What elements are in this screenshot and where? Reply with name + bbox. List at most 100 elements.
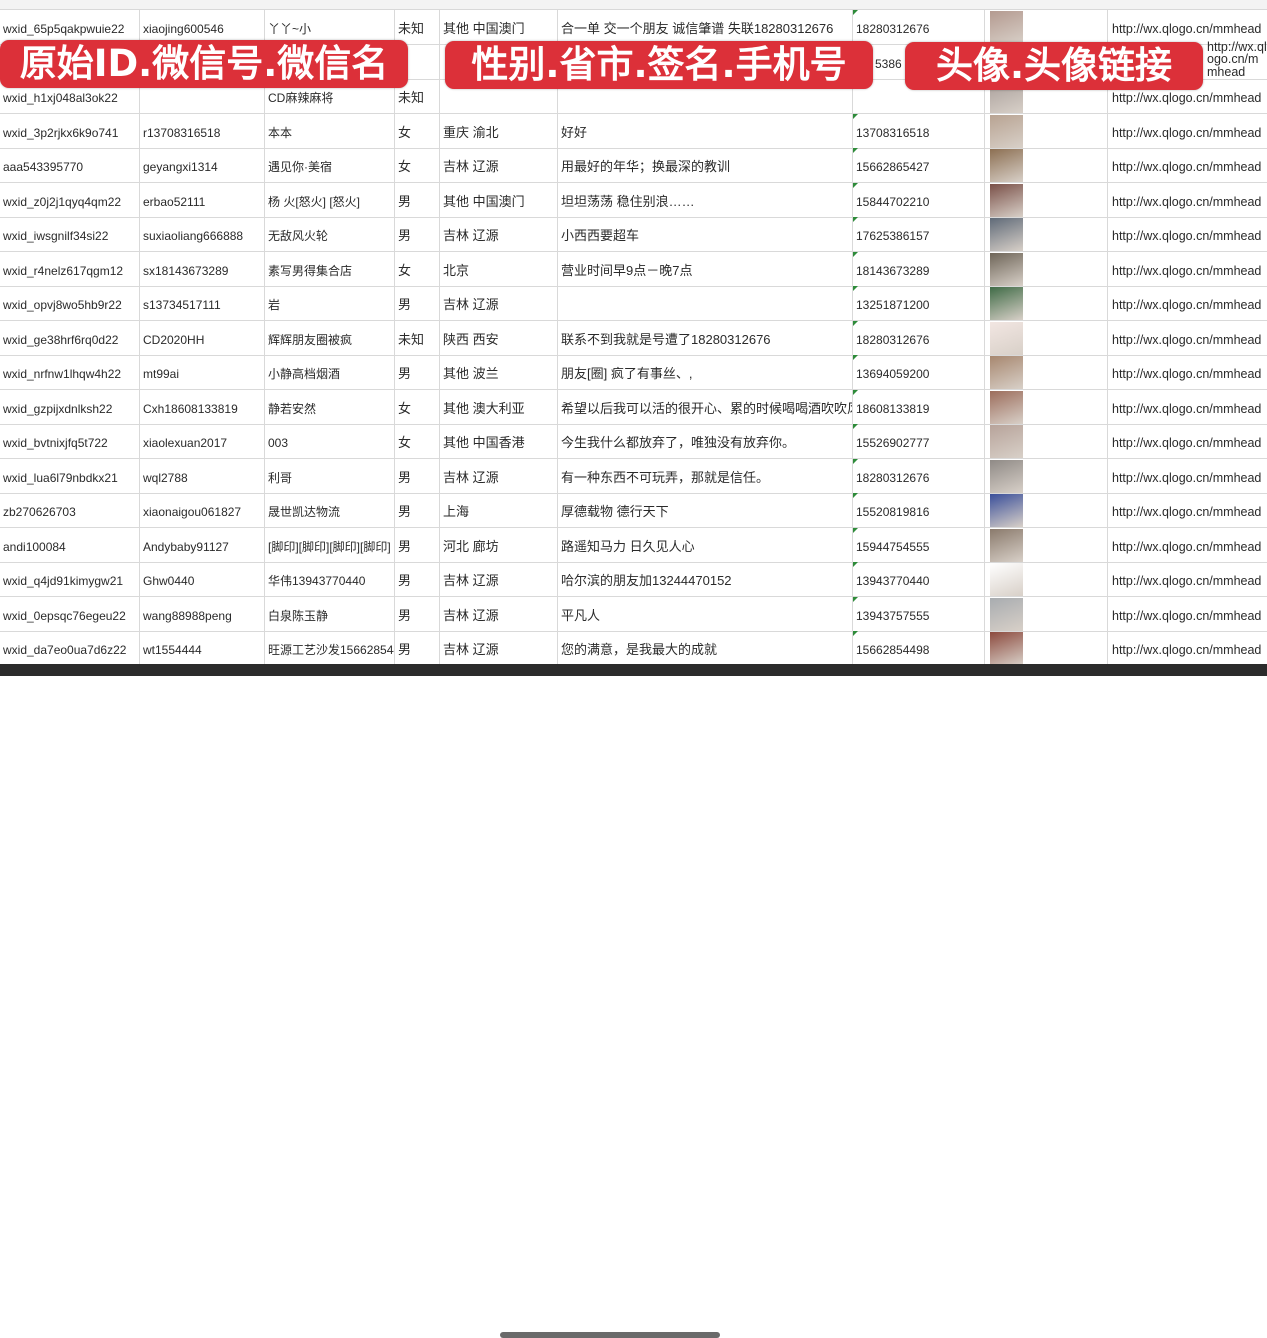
signature-cell[interactable]: 有一种东西不可玩弄，那就是信任。 [558, 458, 853, 493]
region-cell[interactable]: 陕西 西安 [440, 320, 558, 355]
wechat-id-cell[interactable]: wql2788 [140, 458, 265, 493]
avatar-url-cell[interactable]: http://wx.qlogo.cn/mmhead [1112, 505, 1262, 519]
avatar-cell[interactable] [985, 424, 1108, 458]
wechat-id-cell[interactable]: geyangxi1314 [140, 148, 265, 182]
gender-cell[interactable]: 女 [395, 113, 440, 148]
avatar-cell[interactable] [985, 113, 1108, 148]
original-id-cell[interactable]: wxid_gzpijxdnlksh22 [0, 389, 140, 424]
gender-cell[interactable]: 男 [395, 355, 440, 389]
gender-cell[interactable]: 未知 [395, 10, 440, 44]
original-id-cell[interactable]: wxid_bvtnixjfq5t722 [0, 424, 140, 458]
horizontal-scrollbar[interactable] [0, 664, 1267, 1338]
gender-cell[interactable]: 男 [395, 182, 440, 217]
avatar-cell[interactable] [985, 527, 1108, 562]
phone-cell[interactable]: 18143673289 [853, 251, 985, 286]
gender-cell[interactable]: 男 [395, 527, 440, 562]
gender-cell[interactable]: 女 [395, 424, 440, 458]
avatar-url-cell[interactable]: http://wx.qlogo.cn/mmhead [1112, 263, 1262, 278]
avatar-cell[interactable] [985, 631, 1108, 665]
region-cell[interactable]: 吉林 辽源 [440, 148, 558, 182]
phone-cell[interactable]: 15944754555 [853, 527, 985, 562]
avatar-cell[interactable] [985, 320, 1108, 355]
signature-cell[interactable]: 哈尔滨的朋友加13244470152 [558, 562, 853, 596]
wechat-id-cell[interactable]: Cxh18608133819 [140, 389, 265, 424]
signature-cell[interactable]: 小西西要超车 [558, 217, 853, 251]
original-id-cell[interactable]: zb270626703 [0, 493, 140, 527]
wechat-name-cell[interactable]: 晟世凯达物流 [265, 493, 395, 527]
original-id-cell[interactable]: aaa543395770 [0, 148, 140, 182]
avatar-url-cell[interactable]: http://wx.qlogo.cn/mmhead [1112, 401, 1262, 416]
wechat-id-cell[interactable] [140, 79, 265, 113]
wechat-name-cell[interactable]: 003 [265, 424, 395, 458]
region-cell[interactable]: 重庆 渝北 [440, 113, 558, 148]
signature-cell[interactable]: 合一单 交一个朋友 诚信肇谱 失联18280312676 [558, 10, 853, 44]
wechat-id-cell[interactable]: mt99ai [140, 355, 265, 389]
signature-cell[interactable]: 希望以后我可以活的很开心、累的时候喝喝酒吹吹风 [558, 389, 853, 424]
phone-cell[interactable]: 15844702210 [853, 182, 985, 217]
signature-cell[interactable] [558, 286, 853, 320]
region-cell[interactable]: 吉林 辽源 [440, 596, 558, 631]
phone-cell[interactable]: 15662854498 [853, 631, 985, 665]
wechat-name-cell[interactable]: [脚印][脚印][脚印][脚印] [265, 527, 395, 562]
phone-cell[interactable]: 13943757555 [853, 596, 985, 631]
wechat-name-cell[interactable]: 静若安然 [265, 389, 395, 424]
original-id-cell[interactable]: wxid_h1xj048al3ok22 [0, 79, 140, 113]
avatar-url-cell[interactable]: http://wx.qlogo.cn/mmhead [1112, 332, 1262, 347]
avatar-cell[interactable] [985, 562, 1108, 596]
avatar-url-cell[interactable]: http://wx.qlogo.cn/mmhead [1112, 160, 1262, 174]
phone-cell[interactable]: 18280312676 [853, 10, 985, 44]
wechat-name-cell[interactable]: 素写男得集合店 [265, 251, 395, 286]
gender-cell[interactable]: 男 [395, 596, 440, 631]
original-id-cell[interactable]: wxid_3p2rjkx6k9o741 [0, 113, 140, 148]
avatar-cell[interactable] [985, 493, 1108, 527]
original-id-cell[interactable]: wxid_iwsgnilf34si22 [0, 217, 140, 251]
avatar-cell[interactable] [985, 217, 1108, 251]
signature-cell[interactable]: 您的满意，是我最大的成就 [558, 631, 853, 665]
avatar-cell[interactable] [985, 389, 1108, 424]
wechat-id-cell[interactable]: xiaonaigou061827 [140, 493, 265, 527]
signature-cell[interactable]: 厚德载物 德行天下 [558, 493, 853, 527]
region-cell[interactable]: 河北 廊坊 [440, 527, 558, 562]
gender-cell[interactable]: 女 [395, 148, 440, 182]
avatar-cell[interactable] [985, 458, 1108, 493]
region-cell[interactable]: 其他 波兰 [440, 355, 558, 389]
original-id-cell[interactable]: wxid_z0j2j1qyq4qm22 [0, 182, 140, 217]
signature-cell[interactable]: 好好 [558, 113, 853, 148]
region-cell[interactable]: 其他 中国澳门 [440, 10, 558, 44]
phone-cell[interactable]: 18280312676 [853, 320, 985, 355]
phone-cell[interactable]: 18608133819 [853, 389, 985, 424]
avatar-url-cell[interactable]: http://wx.qlogo.cn/mmhead [1112, 367, 1262, 381]
wechat-name-cell[interactable]: 白泉陈玉静 [265, 596, 395, 631]
gender-cell[interactable] [395, 44, 440, 79]
wechat-id-cell[interactable]: wang88988peng [140, 596, 265, 631]
avatar-url-cell[interactable]: http://wx.qlogo.cn/mmhead [1112, 125, 1262, 140]
wechat-id-cell[interactable]: xiaojing600546 [140, 10, 265, 44]
region-cell[interactable] [440, 79, 558, 113]
avatar-cell[interactable] [985, 596, 1108, 631]
avatar-url-cell[interactable]: http://wx.qlogo.cn/mmhead [1112, 91, 1262, 105]
phone-cell[interactable] [853, 79, 985, 113]
avatar-url-cell[interactable]: http://wx.qlogo.cn/mmhead [1112, 608, 1262, 623]
avatar-url-cell[interactable]: http://wx.qlogo.cn/mmhead [1112, 229, 1262, 243]
avatar-url-cell[interactable]: http://wx.qlogo.cn/mmhead [1207, 39, 1267, 79]
avatar-url-cell[interactable]: http://wx.qlogo.cn/mmhead [1112, 436, 1262, 450]
wechat-id-cell[interactable]: Andybaby91127 [140, 527, 265, 562]
original-id-cell[interactable]: wxid_q4jd91kimygw21 [0, 562, 140, 596]
original-id-cell[interactable]: wxid_ge38hrf6rq0d22 [0, 320, 140, 355]
wechat-id-cell[interactable]: r13708316518 [140, 113, 265, 148]
original-id-cell[interactable]: wxid_nrfnw1lhqw4h22 [0, 355, 140, 389]
avatar-url-cell[interactable]: http://wx.qlogo.cn/mmhead [1112, 643, 1262, 657]
wechat-name-cell[interactable]: 本本 [265, 113, 395, 148]
wechat-name-cell[interactable]: 华伟13943770440 [265, 562, 395, 596]
wechat-name-cell[interactable]: 丫丫~小 [265, 10, 395, 44]
original-id-cell[interactable]: wxid_0epsqc76egeu22 [0, 596, 140, 631]
phone-cell[interactable]: 15662865427 [853, 148, 985, 182]
avatar-url-cell[interactable]: http://wx.qlogo.cn/mmhead [1112, 574, 1262, 588]
phone-cell[interactable]: 18280312676 [853, 458, 985, 493]
phone-cell[interactable]: 13708316518 [853, 113, 985, 148]
signature-cell[interactable]: 朋友[圈] 疯了有事丝、, [558, 355, 853, 389]
signature-cell[interactable]: 今生我什么都放弃了，唯独没有放弃你。 [558, 424, 853, 458]
wechat-id-cell[interactable]: xiaolexuan2017 [140, 424, 265, 458]
original-id-cell[interactable]: wxid_da7eo0ua7d6z22 [0, 631, 140, 665]
signature-cell[interactable]: 营业时间早9点－晚7点 [558, 251, 853, 286]
